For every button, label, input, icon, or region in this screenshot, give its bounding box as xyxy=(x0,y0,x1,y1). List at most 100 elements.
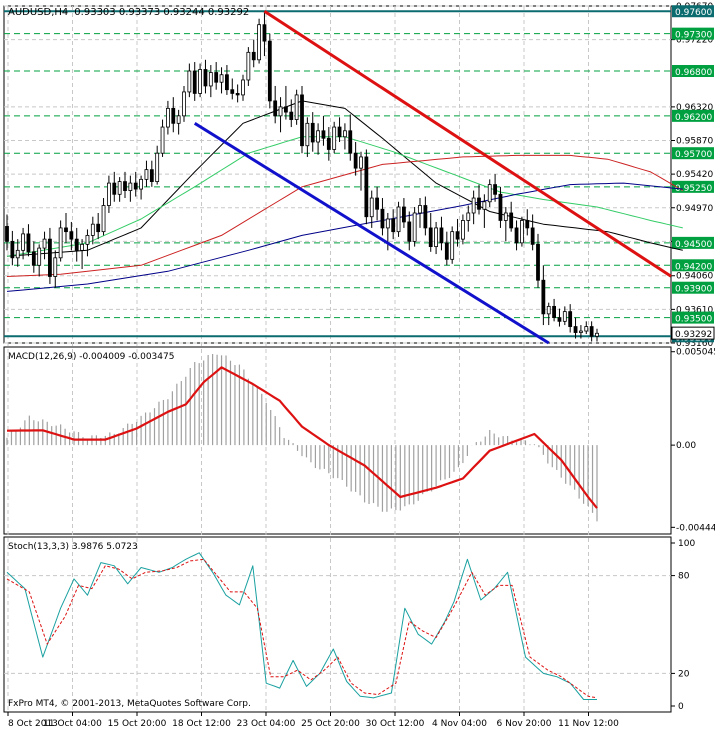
candle-body xyxy=(37,247,42,266)
candle-body xyxy=(369,197,374,218)
current-price-label: 0.93292 xyxy=(675,330,712,340)
candle-body xyxy=(155,152,160,182)
time-axis-label: 25 Oct 20:00 xyxy=(301,719,360,729)
candle-body xyxy=(107,182,111,206)
candle-body xyxy=(171,107,176,124)
candle-body xyxy=(375,197,379,210)
candle-body xyxy=(182,91,186,117)
candle-body xyxy=(112,182,117,195)
candle-body xyxy=(568,311,573,327)
candle-body xyxy=(230,89,235,94)
level-label-box xyxy=(672,311,714,324)
level-label-box xyxy=(672,65,714,78)
price-axis-label: 0.97220 xyxy=(676,36,713,46)
candle-body xyxy=(498,193,503,221)
candle-body xyxy=(589,326,594,337)
time-axis-label: 30 Oct 12:00 xyxy=(366,719,425,729)
level-label-box xyxy=(672,27,714,40)
candle-body xyxy=(562,311,567,322)
candle-body xyxy=(380,208,385,229)
price-axis-label: 0.96320 xyxy=(676,103,713,113)
candle-body xyxy=(117,181,122,195)
candle-body xyxy=(58,227,63,259)
candle-body xyxy=(85,234,90,245)
candle-body xyxy=(257,24,261,61)
candle-body xyxy=(64,227,68,233)
candle-body xyxy=(289,111,294,120)
candle-body xyxy=(321,130,326,139)
level-label: 0.94500 xyxy=(675,240,712,250)
candle-body xyxy=(573,326,578,333)
time-axis-label: 4 Nov 04:00 xyxy=(432,719,487,729)
level-label-box xyxy=(672,236,714,249)
candle-body xyxy=(305,122,310,147)
candle-body xyxy=(412,212,417,242)
candle-body xyxy=(300,94,304,147)
candle-body xyxy=(541,279,546,315)
candle-body xyxy=(123,181,127,191)
candle-body xyxy=(428,227,433,248)
time-axis-label: 18 Oct 12:00 xyxy=(172,719,231,729)
copyright-label: FxPro MT4, © 2001-2013, MetaQuotes Softw… xyxy=(8,699,251,709)
candle-body xyxy=(26,233,31,253)
trendline-red xyxy=(263,9,672,278)
candle-body xyxy=(525,220,530,229)
candle-body xyxy=(418,205,422,214)
candle-body xyxy=(423,205,428,229)
candle-body xyxy=(579,330,583,333)
candle-body xyxy=(31,251,36,266)
candle-body xyxy=(391,218,396,233)
candle-body xyxy=(246,51,251,81)
candle-body xyxy=(482,201,487,210)
candle-body xyxy=(455,231,460,240)
stoch-pane-frame xyxy=(3,536,672,713)
candle-body xyxy=(219,74,224,83)
candle-body xyxy=(407,221,412,242)
candle-body xyxy=(557,317,562,322)
price-axis-label: 0.93160 xyxy=(676,339,713,349)
stoch-signal-line xyxy=(6,558,598,699)
candle-body xyxy=(439,227,444,244)
stoch-axis-label: 100 xyxy=(678,539,695,549)
price-axis-label: 0.93610 xyxy=(676,305,713,315)
candle-body xyxy=(192,70,197,94)
macd-pane-frame xyxy=(3,346,672,535)
macd-axis-label: 0.005045 xyxy=(676,348,715,358)
candle-body xyxy=(48,238,52,277)
candle-body xyxy=(128,182,133,191)
stoch-title: Stoch(13,3,3) 3.9876 5.0723 xyxy=(8,542,138,552)
candle-body xyxy=(471,197,476,214)
candle-body xyxy=(326,137,331,150)
candle-body xyxy=(80,243,84,251)
price-axis-label: 0.95870 xyxy=(676,137,713,147)
candle-body xyxy=(69,231,74,240)
candle-body xyxy=(21,233,25,251)
candle-body xyxy=(530,227,535,245)
candle-body xyxy=(477,197,481,210)
candle-body xyxy=(235,93,240,96)
candle-body xyxy=(536,243,540,281)
candle-body xyxy=(294,94,299,120)
candle-body xyxy=(267,40,272,102)
candle-body xyxy=(359,156,363,169)
candle-body xyxy=(595,332,599,337)
candle-body xyxy=(208,72,213,87)
moving-average-green xyxy=(6,136,683,257)
ohlc-label: 0.93303 0.93373 0.93244 0.93292 xyxy=(74,7,249,18)
candle-body xyxy=(332,126,337,150)
macd-axis-label: 0.00 xyxy=(676,441,696,451)
candle-body xyxy=(262,24,267,42)
time-axis-label: 11 Oct 04:00 xyxy=(43,719,102,729)
chart-header: AUDUSD,H4 0.93303 0.93373 0.93244 0.93292 xyxy=(8,7,249,18)
time-axis-label: 11 Nov 12:00 xyxy=(558,719,619,729)
candle-body xyxy=(461,220,465,240)
candle-body xyxy=(493,184,497,195)
level-label: 0.94200 xyxy=(675,262,712,272)
level-label-box xyxy=(672,180,714,193)
candle-body xyxy=(278,106,283,117)
moving-average-black xyxy=(6,100,683,257)
candle-body xyxy=(133,182,138,190)
candle-body xyxy=(444,242,449,260)
candle-body xyxy=(96,223,101,233)
candle-body xyxy=(139,178,143,190)
